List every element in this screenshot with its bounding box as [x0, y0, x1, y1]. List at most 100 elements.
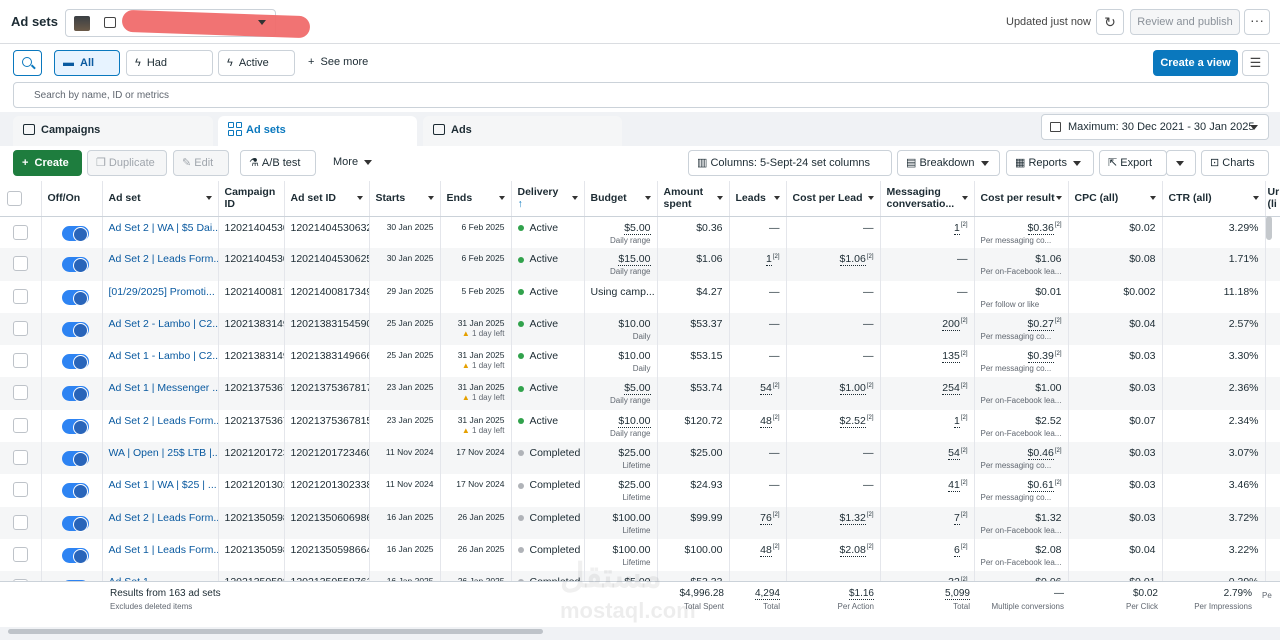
column-header[interactable]: Ur (li [1265, 181, 1280, 217]
all-ads-filter[interactable]: ▬All ads [54, 50, 120, 93]
table-row[interactable]: Ad Set 2 | Leads Form... 12021350598 12021… [0, 506, 1280, 539]
row-checkbox[interactable] [13, 385, 28, 401]
column-header[interactable]: Cost per Lead [786, 181, 881, 217]
create-view-button[interactable]: Create a view [1153, 50, 1238, 76]
duplicate-button[interactable]: ❐ Duplicate [87, 150, 167, 176]
column-header[interactable]: Ad set ID [284, 181, 370, 217]
more-actions-dropdown[interactable]: More [333, 156, 373, 168]
export-options-dropdown[interactable] [1166, 150, 1196, 176]
on-off-toggle[interactable] [61, 451, 89, 468]
see-more-filters[interactable]: + See more [308, 56, 368, 68]
search-input[interactable] [13, 82, 1269, 108]
ab-test-button[interactable]: ⚗ A/B test [240, 150, 316, 176]
reports-dropdown[interactable]: ▦ Reports [1006, 150, 1094, 176]
more-options-button[interactable]: ··· [1244, 9, 1270, 35]
total-msg-value: 5,099 [944, 588, 970, 600]
on-off-toggle[interactable] [61, 257, 89, 274]
on-off-toggle[interactable] [61, 386, 89, 403]
tab-ad-sets[interactable]: Ad sets [218, 116, 417, 146]
account-selector[interactable] [65, 9, 311, 39]
ad-set-name[interactable]: Ad Set 2 | Leads Form... [102, 506, 219, 539]
date-range-picker[interactable]: Maximum: 30 Dec 2021 - 30 Jan 2025 [1041, 114, 1269, 140]
table-row[interactable]: Ad Set 2 - Lambo | C2... 12021383149 12021… [0, 312, 1280, 346]
column-header[interactable]: Leads [729, 181, 787, 217]
table-row[interactable]: [01/29/2025] Promoti... 12021400817 120214… [0, 280, 1280, 313]
row-checkbox[interactable] [13, 450, 28, 466]
row-checkbox[interactable] [13, 224, 28, 240]
tab-ads[interactable]: Ads [423, 116, 622, 146]
column-header[interactable]: Messaging conversatio... [880, 181, 975, 217]
column-header[interactable]: Ad set [102, 181, 219, 217]
column-header[interactable]: Budget [584, 181, 658, 217]
horizontal-scrollbar[interactable] [0, 627, 1280, 640]
column-header[interactable]: CTR (all) [1162, 181, 1266, 217]
budget-cell: $15.00 Daily range [584, 248, 658, 281]
table-row[interactable]: Ad Set 2 | Leads Form... 12021375367 12021… [0, 409, 1280, 443]
row-checkbox[interactable] [13, 417, 28, 433]
row-checkbox[interactable] [13, 320, 28, 336]
ad-set-name[interactable]: Ad Set 1 - Lambo | C2... [102, 345, 219, 378]
ad-set-name[interactable]: Ad Set 2 | Leads Form... [102, 248, 219, 281]
row-checkbox[interactable] [13, 514, 28, 530]
refresh-button[interactable]: ↻ [1096, 9, 1124, 35]
charts-button[interactable]: ⊡ Charts [1201, 150, 1269, 176]
vertical-scrollbar[interactable] [1266, 216, 1272, 240]
column-label: Ad set [108, 192, 141, 205]
export-button[interactable]: ⇱ Export [1099, 150, 1167, 176]
scrollbar-thumb[interactable] [8, 629, 543, 634]
leads-value: 54 [760, 382, 772, 396]
row-checkbox[interactable] [13, 482, 28, 498]
create-button[interactable]: + Create [13, 150, 82, 176]
duplicate-label: Duplicate [108, 157, 155, 169]
toggle-cell [41, 345, 103, 378]
column-header[interactable]: Amount spent [657, 181, 730, 217]
table-row[interactable]: Ad Set 1 | Leads Form... 12021350598 12021… [0, 538, 1280, 572]
ad-set-name[interactable]: Ad Set 1 | Messenger ... [102, 377, 219, 410]
on-off-toggle[interactable] [61, 483, 89, 500]
on-off-toggle[interactable] [61, 321, 89, 338]
column-header[interactable]: Delivery ↑ [511, 181, 585, 217]
row-checkbox[interactable] [13, 353, 28, 369]
review-publish-button[interactable]: Review and publish [1130, 9, 1240, 35]
row-checkbox[interactable] [13, 256, 28, 272]
column-header[interactable]: CPC (all) [1068, 181, 1163, 217]
columns-dropdown[interactable]: ▥ Columns: 5-Sept-24 set columns [688, 150, 892, 190]
row-checkbox[interactable] [13, 288, 28, 304]
table-row[interactable]: Ad Set 1 | WA | $25 | ... 12021201302 1202… [0, 474, 1280, 507]
column-header[interactable]: Campaign ID [218, 181, 285, 217]
table-row[interactable]: WA | Open | 25$ LTB |... 12021201723 12021… [0, 442, 1280, 475]
search-toggle-button[interactable] [13, 50, 42, 76]
ad-set-name[interactable]: Ad Set 1 | Leads Form... [102, 538, 219, 572]
column-header[interactable]: Cost per result [974, 181, 1069, 217]
edit-button[interactable]: ✎ Edit [173, 150, 229, 176]
column-header[interactable]: Ends [440, 181, 512, 217]
on-off-toggle[interactable] [61, 225, 89, 242]
ad-set-name[interactable]: Ad Set 2 | WA | $5 Dai... [102, 216, 219, 249]
cost-per-result-value: $0.46 [1027, 447, 1054, 461]
select-all-header[interactable] [0, 181, 42, 217]
breakdown-dropdown[interactable]: ▤ Breakdown [897, 150, 1000, 176]
table-row[interactable]: Ad Set 1 - Lambo | C2... 12021383149 12021… [0, 345, 1280, 378]
table-row[interactable]: Ad Set 1 | Messenger ... 12021375367 12021… [0, 377, 1280, 410]
column-header[interactable]: Off/On [41, 181, 103, 217]
customize-filters-button[interactable]: ☰ [1242, 50, 1269, 76]
ad-set-name[interactable]: Ad Set 2 | Leads Form... [102, 409, 219, 443]
row-checkbox[interactable] [13, 546, 28, 562]
total-spent-label: Total Spent [683, 602, 724, 611]
ad-set-name[interactable]: [01/29/2025] Promoti... [102, 280, 219, 313]
ad-set-name[interactable]: Ad Set 2 - Lambo | C2... [102, 312, 219, 346]
on-off-toggle[interactable] [61, 547, 89, 564]
on-off-toggle[interactable] [61, 515, 89, 532]
column-header[interactable]: Starts [369, 181, 441, 217]
on-off-toggle[interactable] [61, 354, 89, 371]
tab-campaigns[interactable]: Campaigns [13, 116, 213, 146]
table-row[interactable]: Ad Set 2 | WA | $5 Dai... 12021404530 1202… [0, 216, 1280, 249]
ad-set-name[interactable]: Ad Set 1 | WA | $25 | ... [102, 474, 219, 507]
on-off-toggle[interactable] [61, 289, 89, 306]
ad-set-name[interactable]: WA | Open | 25$ LTB |... [102, 442, 219, 475]
on-off-toggle[interactable] [61, 418, 89, 435]
select-all-checkbox[interactable] [7, 190, 22, 206]
table-row[interactable]: Ad Set 2 | Leads Form... 12021404530 12021… [0, 248, 1280, 281]
